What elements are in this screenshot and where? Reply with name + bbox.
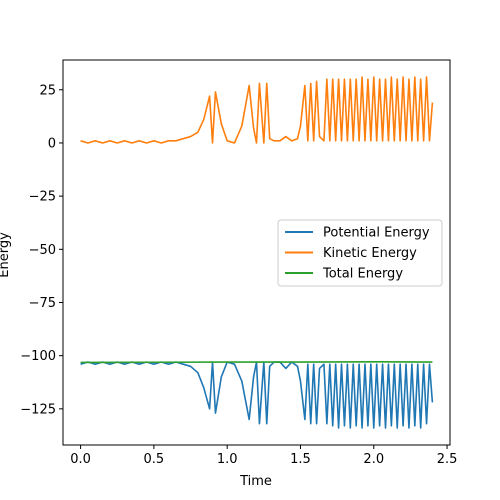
y-tick-label: 0: [48, 136, 56, 151]
x-tick-label: 2.0: [363, 452, 384, 467]
y-tick-label: −25: [29, 190, 56, 205]
axes-border: [62, 59, 451, 446]
plot-area: [80, 76, 434, 429]
x-tick-label: 0.0: [70, 452, 91, 467]
axis-ticks: 0.0 0.5 1.0 1.5 2.0 2.5 −125 −100 −75 −50 −25 0 25: [20, 83, 457, 467]
series-line-total-energy: [80, 361, 433, 364]
y-tick-label: −75: [29, 296, 56, 311]
legend-box: [277, 219, 443, 287]
x-axis-label: Time: [239, 474, 272, 489]
legend-label-potential-energy: Potential Energy: [323, 226, 430, 241]
legend: Potential Energy Kinetic Energy Total Ener…: [277, 219, 443, 287]
x-tick-label: 0.5: [144, 452, 165, 467]
y-tick-label: −50: [29, 243, 56, 258]
x-tick-label: 2.5: [437, 452, 458, 467]
y-axis-label: Energy: [0, 232, 12, 278]
y-tick-label: −100: [20, 349, 56, 364]
axes-frame: [62, 59, 451, 446]
series-line-potential-energy: [80, 361, 434, 429]
legend-label-total-energy: Total Energy: [322, 267, 403, 282]
series-line-kinetic-energy: [80, 76, 434, 144]
legend-label-kinetic-energy: Kinetic Energy: [323, 246, 417, 261]
y-tick-label: −125: [20, 402, 56, 417]
x-tick-label: 1.0: [217, 452, 238, 467]
y-tick-label: 25: [39, 83, 56, 98]
x-tick-label: 1.5: [290, 452, 311, 467]
